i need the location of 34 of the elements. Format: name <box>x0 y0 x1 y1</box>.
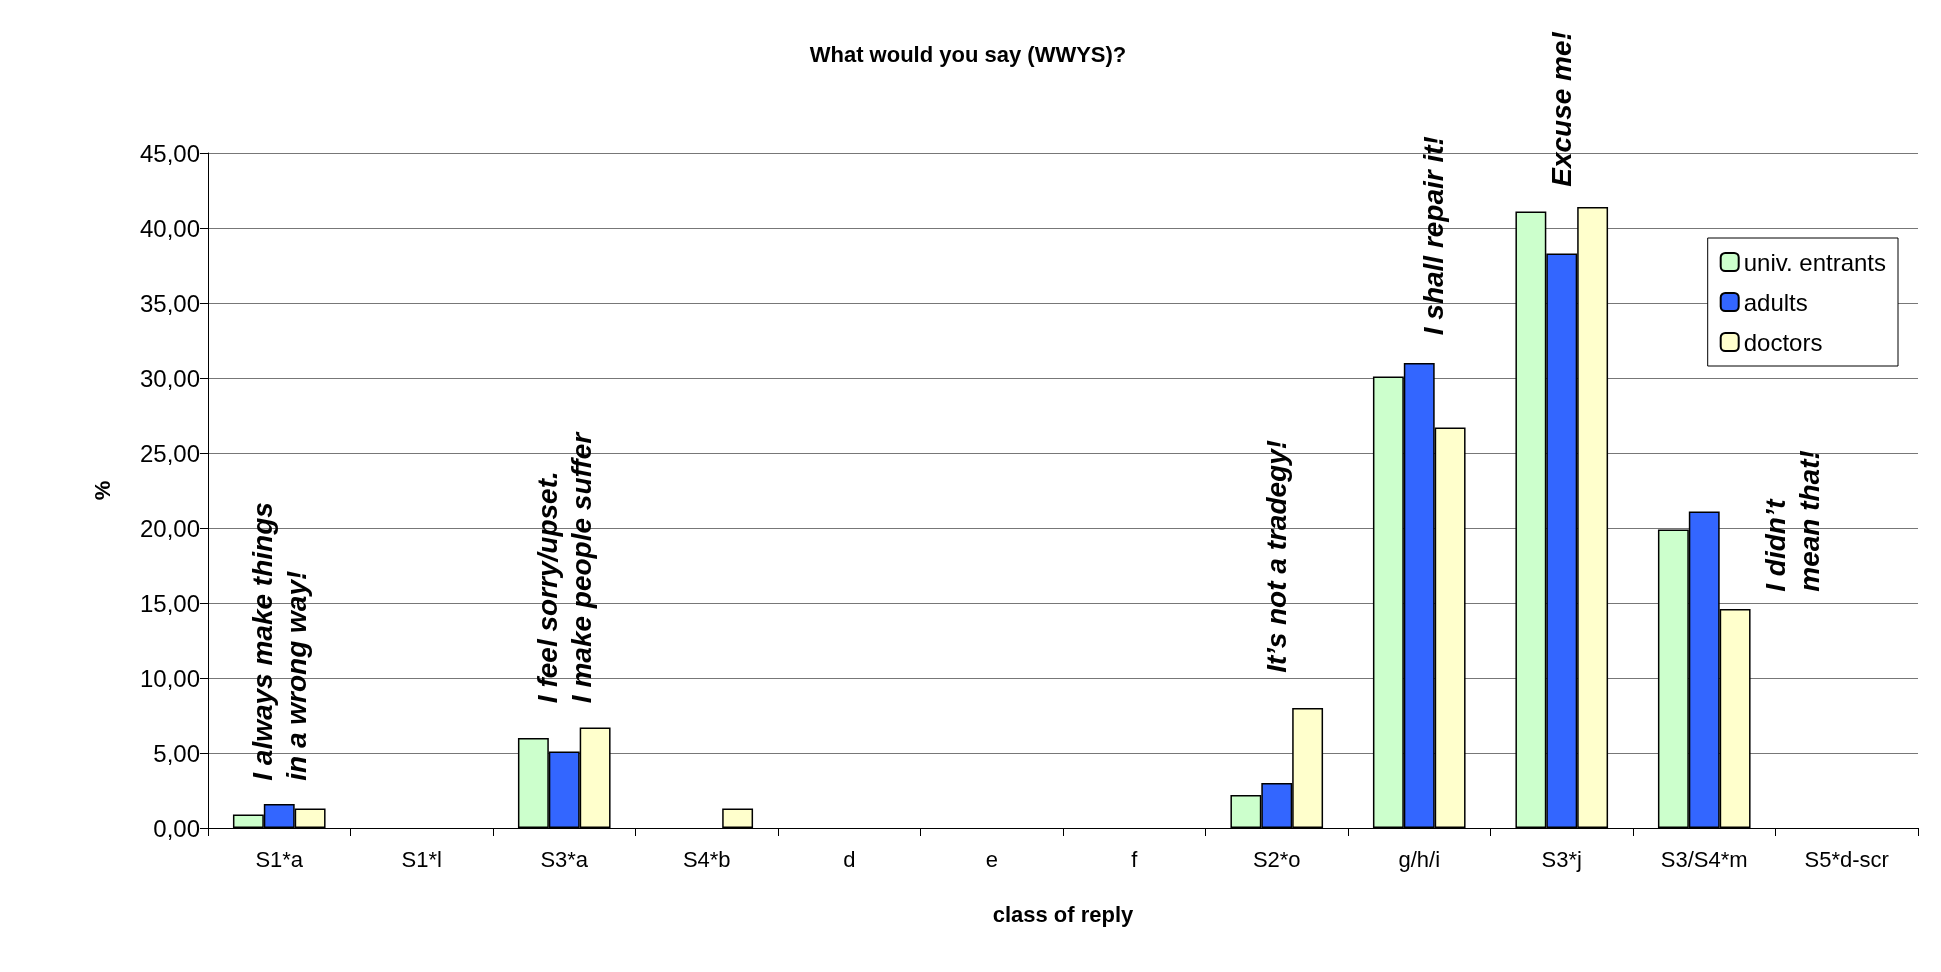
annotation: It’s not a tradegy! <box>1261 439 1293 673</box>
x-tick-label: S3/S4*m <box>1660 846 1748 872</box>
annotation: Excuse me! <box>1546 31 1578 187</box>
annotation: I didn’t mean that! <box>1760 450 1826 592</box>
annotation: I shall repair it! <box>1418 136 1449 336</box>
x-tick-label: S1*l <box>401 846 442 872</box>
x-tick-label: e <box>985 846 998 872</box>
y-tick-label: 25,00 <box>139 439 200 467</box>
x-tick-label: S2*o <box>1252 846 1301 872</box>
y-tick-label: 15,00 <box>139 589 200 617</box>
x-tick-label: S1*a <box>255 846 304 872</box>
y-tick-label: 40,00 <box>139 214 200 242</box>
legend-label: univ. entrants <box>1743 248 1887 276</box>
y-tick-label: 20,00 <box>139 514 200 542</box>
x-tick-label: d <box>843 846 856 872</box>
y-tick-label: 0,00 <box>153 814 200 842</box>
annotation: I always make things in a wrong way! <box>246 502 312 781</box>
x-tick-label: S3*j <box>1541 846 1582 872</box>
x-tick-label: S5*d-scr <box>1804 846 1889 872</box>
y-tick-label: 30,00 <box>139 364 200 392</box>
annotation: I feel sorry/upset. I make people suffer <box>531 430 597 704</box>
legend-label: doctors <box>1743 328 1823 356</box>
legend-label: adults <box>1743 288 1808 316</box>
y-tick-label: 35,00 <box>139 289 200 317</box>
y-tick-label: 10,00 <box>139 664 200 692</box>
x-tick-label: g/h/i <box>1398 846 1441 872</box>
x-tick-label: f <box>1131 846 1139 872</box>
chart-title: What would you say (WWYS)? <box>809 41 1127 67</box>
y-tick-label: 5,00 <box>153 739 200 767</box>
x-axis-title: class of reply <box>992 901 1135 927</box>
x-tick-label: S3*a <box>540 846 589 872</box>
x-tick-label: S4*b <box>682 846 731 872</box>
y-tick-label: 45,00 <box>139 139 200 167</box>
y-axis-title: % <box>89 480 115 501</box>
